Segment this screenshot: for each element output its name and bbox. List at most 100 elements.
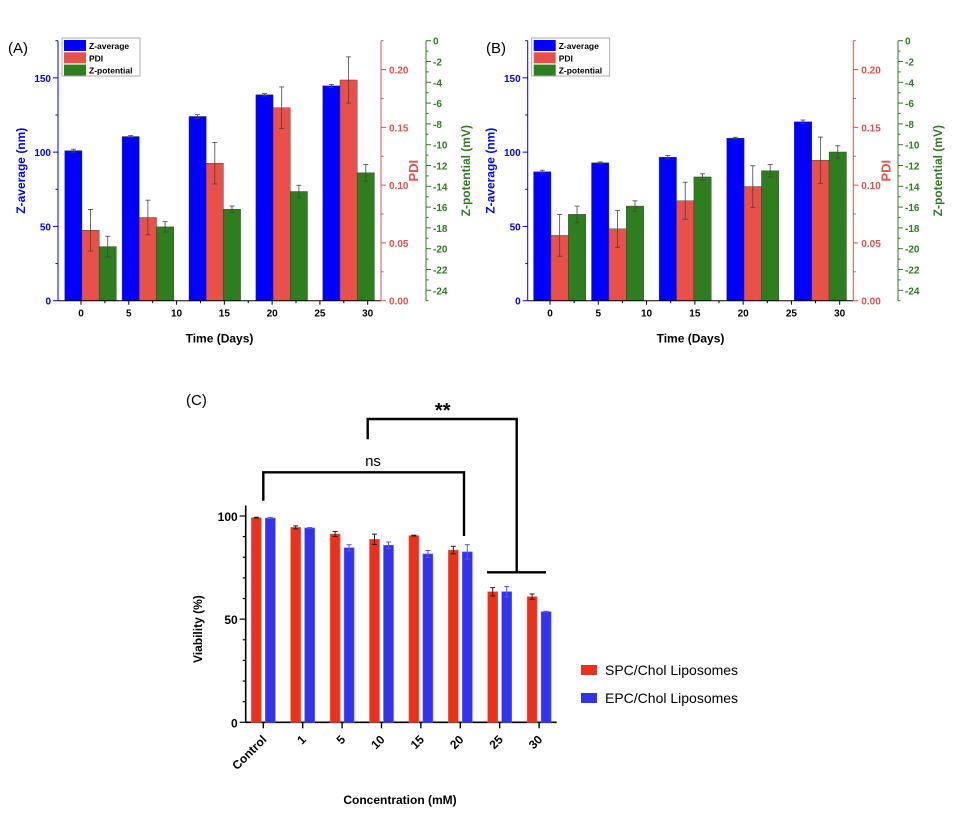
bar-z-potential	[156, 226, 174, 301]
y-tick-label: -10	[433, 141, 448, 152]
legend-label: Z-average	[89, 41, 129, 51]
y-tick-label: 150	[34, 74, 51, 85]
y-tick-label: -6	[905, 99, 914, 110]
x-tick-label: 10	[641, 309, 653, 320]
y-tick-label: -12	[433, 162, 448, 173]
x-tick-label: 5	[334, 732, 349, 747]
bar-z-average	[533, 171, 552, 301]
bar-z-average	[255, 94, 274, 301]
y-tick-label: 0.10	[861, 181, 881, 192]
y-tick-label: -4	[433, 78, 442, 89]
x-tick-label: 5	[596, 309, 602, 320]
y-tick-label: 50	[40, 222, 52, 233]
bar-z-potential	[828, 151, 847, 301]
y-tick-label: -22	[433, 266, 448, 277]
y-tick-label: 0	[45, 297, 51, 308]
x-tick-label: 5	[126, 309, 132, 320]
y-tick-label: 0	[433, 37, 439, 48]
y-tick-label: -16	[905, 203, 920, 214]
bar-z-potential	[693, 176, 712, 301]
bar-z-average	[726, 137, 745, 301]
x-tick-label: 15	[408, 732, 428, 752]
legend-swatch	[581, 665, 597, 675]
legend-swatch	[533, 40, 556, 51]
x-tick-label: 30	[526, 732, 546, 752]
bar-spc	[329, 533, 341, 723]
legend-label: PDI	[89, 53, 103, 63]
x-tick-label: 15	[219, 309, 231, 320]
bar-epc	[461, 551, 473, 723]
x-tick-label: 20	[267, 309, 279, 320]
y-tick-label: -24	[905, 286, 920, 297]
x-tick-label: Control	[229, 733, 269, 773]
x-tick-label: 30	[834, 309, 846, 320]
y-tick-label: 0.00	[389, 297, 409, 308]
legend-swatch	[533, 64, 556, 76]
y-tick-label: -18	[905, 224, 920, 235]
y-tick-label: -20	[905, 245, 920, 256]
y-tick-label: -8	[905, 120, 914, 131]
y-tick-label: -14	[905, 182, 920, 193]
y-tick-label: 0.15	[861, 123, 881, 134]
bar-spc	[290, 527, 302, 723]
y-axis-label-pdi: PDI	[878, 160, 893, 182]
bar-z-potential	[626, 205, 644, 301]
legend-label: PDI	[559, 53, 573, 63]
legend-swatch	[64, 52, 86, 64]
bar-spc	[369, 539, 380, 723]
y-tick-label: -2	[433, 58, 442, 69]
panel-label-b: (B)	[486, 40, 506, 57]
y-axis-label-pdi: PDI	[406, 160, 421, 182]
y-axis-label-z-potential: Z-potential (mV)	[931, 125, 945, 216]
bar-z-potential	[568, 214, 586, 301]
y-tick-label: -10	[905, 141, 920, 152]
y-tick-label: -20	[433, 245, 448, 256]
y-tick-label: 0.20	[861, 66, 881, 77]
x-tick-label: 10	[368, 732, 388, 752]
bar-epc	[343, 547, 355, 723]
y-tick-label: -6	[433, 99, 442, 110]
y-axis-label-z-average: Z-average (nm)	[14, 128, 28, 214]
y-tick-label: -22	[905, 266, 920, 277]
y-tick-label: 150	[504, 74, 521, 85]
y-tick-label: -2	[905, 58, 914, 69]
y-tick-label: -4	[905, 78, 914, 89]
bar-z-potential	[290, 191, 308, 301]
x-tick-label: 20	[447, 732, 467, 752]
y-tick-label: 100	[34, 148, 51, 159]
y-axis-label-z-potential: Z-potential (mV)	[459, 125, 473, 216]
y-tick-label: 0.05	[389, 239, 409, 250]
bar-spc	[251, 517, 262, 723]
bar-epc	[501, 591, 513, 723]
y-tick-label: 0.15	[389, 123, 409, 134]
y-tick-label: -18	[433, 224, 448, 235]
y-tick-label: -12	[905, 162, 920, 173]
bar-epc	[304, 527, 316, 723]
y-tick-label: 0	[905, 37, 911, 48]
x-tick-label: 0	[547, 309, 553, 320]
y-tick-label: -8	[433, 120, 442, 131]
bar-epc	[383, 544, 394, 723]
y-tick-label: 0.00	[861, 297, 881, 308]
significance-bracket-ns	[262, 471, 466, 536]
x-axis-label: Time (Days)	[657, 332, 725, 346]
y-tick-label: 50	[224, 613, 238, 627]
x-axis-label: Concentration (mM)	[343, 793, 456, 807]
bar-epc	[540, 611, 552, 723]
bar-spc	[447, 549, 459, 723]
x-tick-label: 25	[486, 732, 506, 752]
legend-swatch	[533, 52, 556, 64]
bar-spc	[487, 591, 499, 723]
x-tick-label: 10	[171, 309, 183, 320]
y-tick-label: 0.05	[861, 239, 881, 250]
y-tick-label: -24	[433, 286, 448, 297]
legend-swatch	[64, 64, 86, 76]
y-tick-label: 100	[504, 148, 521, 159]
legend-label: SPC/Chol Liposomes	[605, 662, 738, 678]
y-tick-label: 100	[218, 510, 238, 524]
y-axis-label-z-average: Z-average (nm)	[484, 128, 498, 214]
x-tick-label: 0	[78, 309, 84, 320]
x-tick-label: 25	[786, 309, 798, 320]
y-tick-label: 0.20	[389, 66, 409, 77]
x-axis-label: Time (Days)	[186, 332, 254, 346]
